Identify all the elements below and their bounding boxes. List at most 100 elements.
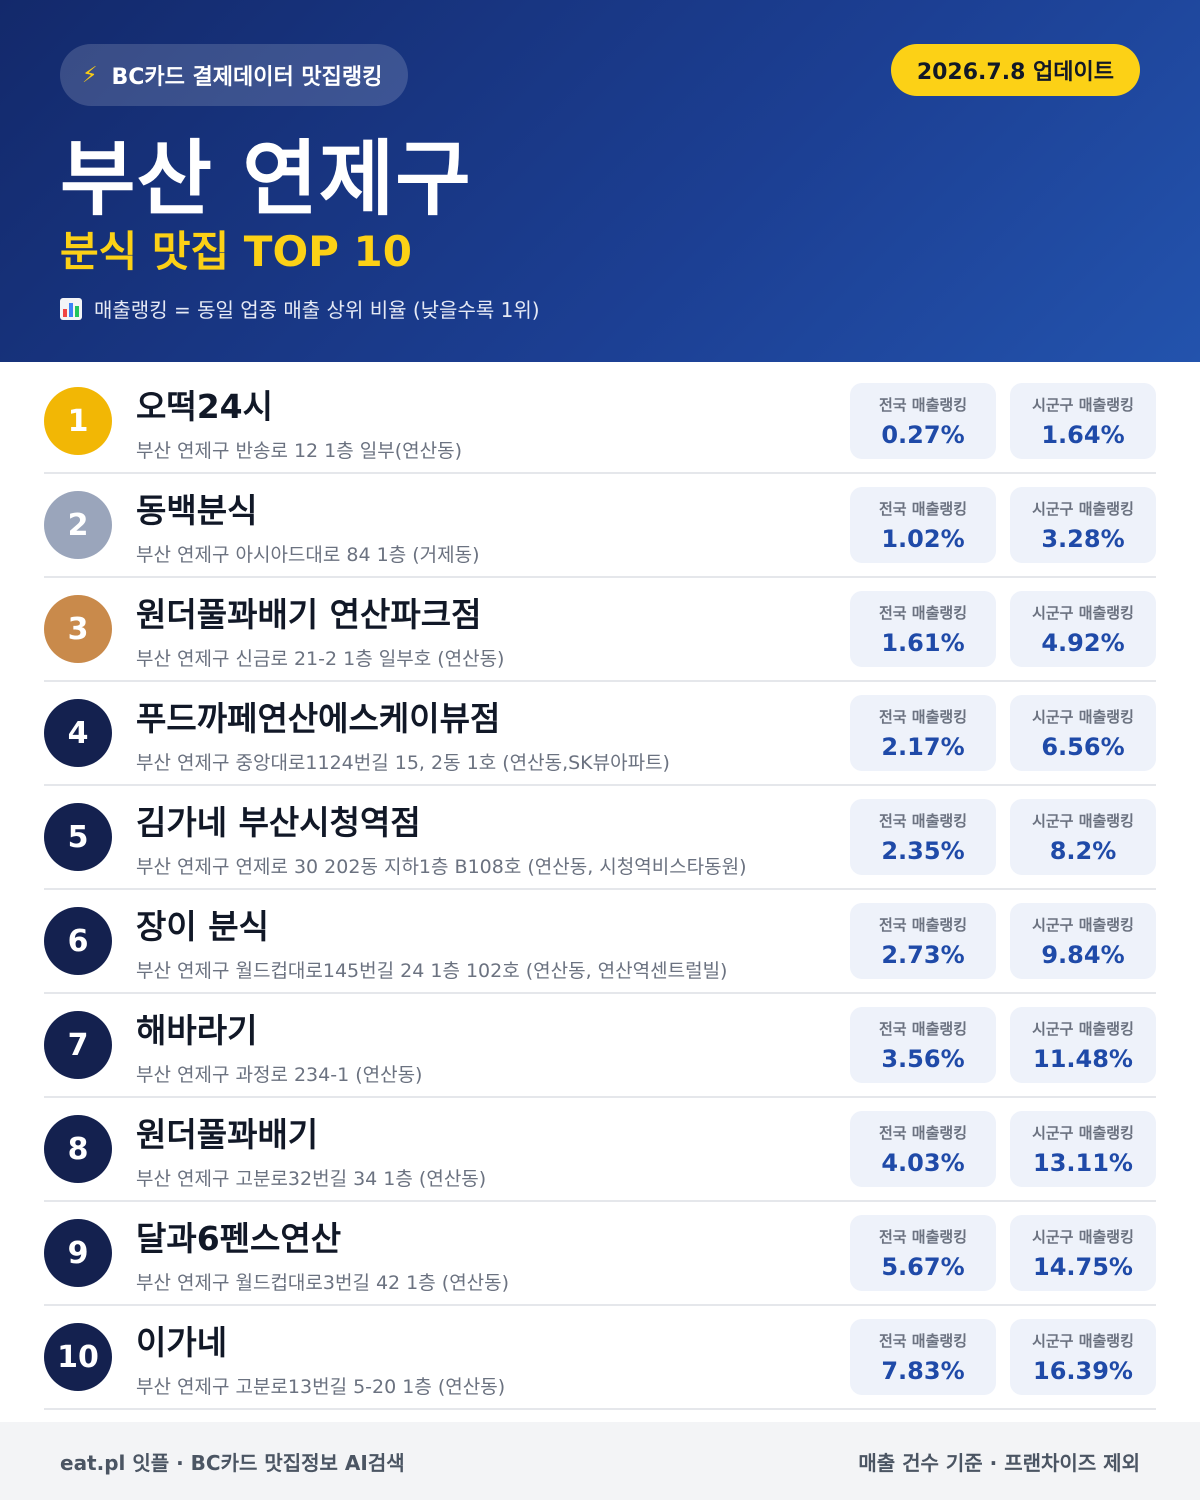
national-ranking-value: 7.83% [881,1356,965,1385]
district-ranking-value: 14.75% [1033,1252,1133,1281]
list-item[interactable]: 8 원더풀꽈배기 부산 연제구 고분로32번길 34 1층 (연산동) 전국 매… [44,1098,1156,1202]
rank-badge: 8 [44,1115,112,1183]
list-item[interactable]: 7 해바라기 부산 연제구 과정로 234-1 (연산동) 전국 매출랭킹 3.… [44,994,1156,1098]
restaurant-info: 이가네 부산 연제구 고분로13번길 5-20 1층 (연산동) [136,1316,850,1399]
ranking-stats: 전국 매출랭킹 0.27% 시군구 매출랭킹 1.64% [850,383,1156,459]
national-ranking-value: 2.73% [881,940,965,969]
district-ranking: 시군구 매출랭킹 3.28% [1010,487,1156,563]
district-ranking-label: 시군구 매출랭킹 [1032,395,1134,414]
restaurant-name: 오떡24시 [136,386,274,426]
list-item[interactable]: 6 장이 분식 부산 연제구 월드컵대로145번길 24 1층 102호 (연산… [44,890,1156,994]
ranking-stats: 전국 매출랭킹 5.67% 시군구 매출랭킹 14.75% [850,1215,1156,1291]
rank-badge: 7 [44,1011,112,1079]
restaurant-info: 해바라기 부산 연제구 과정로 234-1 (연산동) [136,1004,850,1087]
district-ranking-label: 시군구 매출랭킹 [1032,707,1134,726]
header: ⚡ BC카드 결제데이터 맛집랭킹 2026.7.8 업데이트 부산 연제구 분… [0,0,1200,362]
national-ranking-label: 전국 매출랭킹 [878,811,968,830]
rank-badge: 10 [44,1323,112,1391]
source-badge: ⚡ BC카드 결제데이터 맛집랭킹 [60,44,409,106]
restaurant-info: 원더풀꽈배기 부산 연제구 고분로32번길 34 1층 (연산동) [136,1108,850,1191]
restaurant-address: 부산 연제구 월드컵대로3번길 42 1층 (연산동) [136,1271,510,1294]
source-badge-label: BC카드 결제데이터 맛집랭킹 [111,65,383,90]
restaurant-address: 부산 연제구 고분로13번길 5-20 1층 (연산동) [136,1375,506,1398]
restaurant-name: 달과6펜스연산 [136,1218,342,1258]
district-ranking-value: 11.48% [1033,1044,1133,1073]
national-ranking-label: 전국 매출랭킹 [878,915,968,934]
list-item[interactable]: 3 원더풀꽈배기 연산파크점 부산 연제구 신금로 21-2 1층 일부호 (연… [44,578,1156,682]
list-item[interactable]: 2 동백분식 부산 연제구 아시아드대로 84 1층 (거제동) 전국 매출랭킹… [44,474,1156,578]
national-ranking-value: 2.17% [881,732,965,761]
restaurant-name: 해바라기 [136,1010,258,1050]
list-item[interactable]: 1 오떡24시 부산 연제구 반송로 12 1층 일부(연산동) 전국 매출랭킹… [44,370,1156,474]
district-ranking-value: 9.84% [1041,940,1125,969]
restaurant-address: 부산 연제구 연제로 30 202동 지하1층 B108호 (연산동, 시청역비… [136,855,747,878]
district-ranking-value: 4.92% [1041,628,1125,657]
list-item[interactable]: 10 이가네 부산 연제구 고분로13번길 5-20 1층 (연산동) 전국 매… [44,1306,1156,1410]
district-ranking-label: 시군구 매출랭킹 [1032,915,1134,934]
national-ranking-value: 5.67% [881,1252,965,1281]
restaurant-address: 부산 연제구 고분로32번길 34 1층 (연산동) [136,1167,487,1190]
footer: eat.pl 잇플 · BC카드 맛집정보 AI검색 매출 건수 기준 · 프랜… [0,1422,1200,1500]
national-ranking: 전국 매출랭킹 3.56% [850,1007,996,1083]
restaurant-name: 원더풀꽈배기 연산파크점 [136,594,482,634]
national-ranking: 전국 매출랭킹 0.27% [850,383,996,459]
national-ranking: 전국 매출랭킹 7.83% [850,1319,996,1395]
restaurant-name: 원더풀꽈배기 [136,1114,319,1154]
bar-chart-icon [60,297,82,320]
ranking-stats: 전국 매출랭킹 1.02% 시군구 매출랭킹 3.28% [850,487,1156,563]
ranking-note-text: 매출랭킹 = 동일 업종 매출 상위 비율 (낮을수록 1위) [94,298,540,322]
rank-badge: 9 [44,1219,112,1287]
district-ranking-value: 16.39% [1033,1356,1133,1385]
national-ranking-label: 전국 매출랭킹 [878,707,968,726]
national-ranking: 전국 매출랭킹 2.17% [850,695,996,771]
ranking-stats: 전국 매출랭킹 3.56% 시군구 매출랭킹 11.48% [850,1007,1156,1083]
district-ranking: 시군구 매출랭킹 9.84% [1010,903,1156,979]
restaurant-name: 푸드까페연산에스케이뷰점 [136,698,501,738]
restaurant-name: 동백분식 [136,490,258,530]
restaurant-info: 푸드까페연산에스케이뷰점 부산 연제구 중앙대로1124번길 15, 2동 1호… [136,692,850,775]
list-item[interactable]: 9 달과6펜스연산 부산 연제구 월드컵대로3번길 42 1층 (연산동) 전국… [44,1202,1156,1306]
restaurant-address: 부산 연제구 아시아드대로 84 1층 (거제동) [136,543,480,566]
ranking-stats: 전국 매출랭킹 2.17% 시군구 매출랭킹 6.56% [850,695,1156,771]
national-ranking-value: 4.03% [881,1148,965,1177]
national-ranking-label: 전국 매출랭킹 [878,1123,968,1142]
restaurant-address: 부산 연제구 과정로 234-1 (연산동) [136,1063,423,1086]
national-ranking-label: 전국 매출랭킹 [878,499,968,518]
national-ranking-label: 전국 매출랭킹 [878,1331,968,1350]
district-ranking: 시군구 매출랭킹 14.75% [1010,1215,1156,1291]
district-ranking-value: 3.28% [1041,524,1125,553]
restaurant-address: 부산 연제구 신금로 21-2 1층 일부호 (연산동) [136,647,505,670]
district-ranking-value: 6.56% [1041,732,1125,761]
restaurant-info: 오떡24시 부산 연제구 반송로 12 1층 일부(연산동) [136,380,850,463]
list-item[interactable]: 4 푸드까페연산에스케이뷰점 부산 연제구 중앙대로1124번길 15, 2동 … [44,682,1156,786]
ranking-stats: 전국 매출랭킹 2.35% 시군구 매출랭킹 8.2% [850,799,1156,875]
restaurant-address: 부산 연제구 중앙대로1124번길 15, 2동 1호 (연산동,SK뷰아파트) [136,751,670,774]
district-ranking: 시군구 매출랭킹 4.92% [1010,591,1156,667]
update-badge: 2026.7.8 업데이트 [890,44,1140,96]
national-ranking-value: 2.35% [881,836,965,865]
ranking-stats: 전국 매출랭킹 2.73% 시군구 매출랭킹 9.84% [850,903,1156,979]
national-ranking-value: 0.27% [881,420,965,449]
district-ranking-label: 시군구 매출랭킹 [1032,1227,1134,1246]
district-ranking: 시군구 매출랭킹 1.64% [1010,383,1156,459]
footer-criteria: 매출 건수 기준 · 프랜차이즈 제외 [858,1450,1140,1475]
rank-badge: 6 [44,907,112,975]
national-ranking-label: 전국 매출랭킹 [878,395,968,414]
national-ranking: 전국 매출랭킹 1.61% [850,591,996,667]
ranking-list: 1 오떡24시 부산 연제구 반송로 12 1층 일부(연산동) 전국 매출랭킹… [44,370,1156,1410]
district-ranking: 시군구 매출랭킹 6.56% [1010,695,1156,771]
ranking-stats: 전국 매출랭킹 4.03% 시군구 매출랭킹 13.11% [850,1111,1156,1187]
restaurant-info: 장이 분식 부산 연제구 월드컵대로145번길 24 1층 102호 (연산동,… [136,900,850,983]
rank-badge: 3 [44,595,112,663]
national-ranking-value: 1.02% [881,524,965,553]
district-ranking-label: 시군구 매출랭킹 [1032,1019,1134,1038]
page-subtitle: 분식 맛집 TOP 10 [60,227,413,276]
list-item[interactable]: 5 김가네 부산시청역점 부산 연제구 연제로 30 202동 지하1층 B10… [44,786,1156,890]
district-ranking: 시군구 매출랭킹 16.39% [1010,1319,1156,1395]
national-ranking-value: 1.61% [881,628,965,657]
restaurant-info: 김가네 부산시청역점 부산 연제구 연제로 30 202동 지하1층 B108호… [136,796,850,879]
district-ranking: 시군구 매출랭킹 8.2% [1010,799,1156,875]
restaurant-info: 원더풀꽈배기 연산파크점 부산 연제구 신금로 21-2 1층 일부호 (연산동… [136,588,850,671]
national-ranking-label: 전국 매출랭킹 [878,1019,968,1038]
national-ranking: 전국 매출랭킹 5.67% [850,1215,996,1291]
